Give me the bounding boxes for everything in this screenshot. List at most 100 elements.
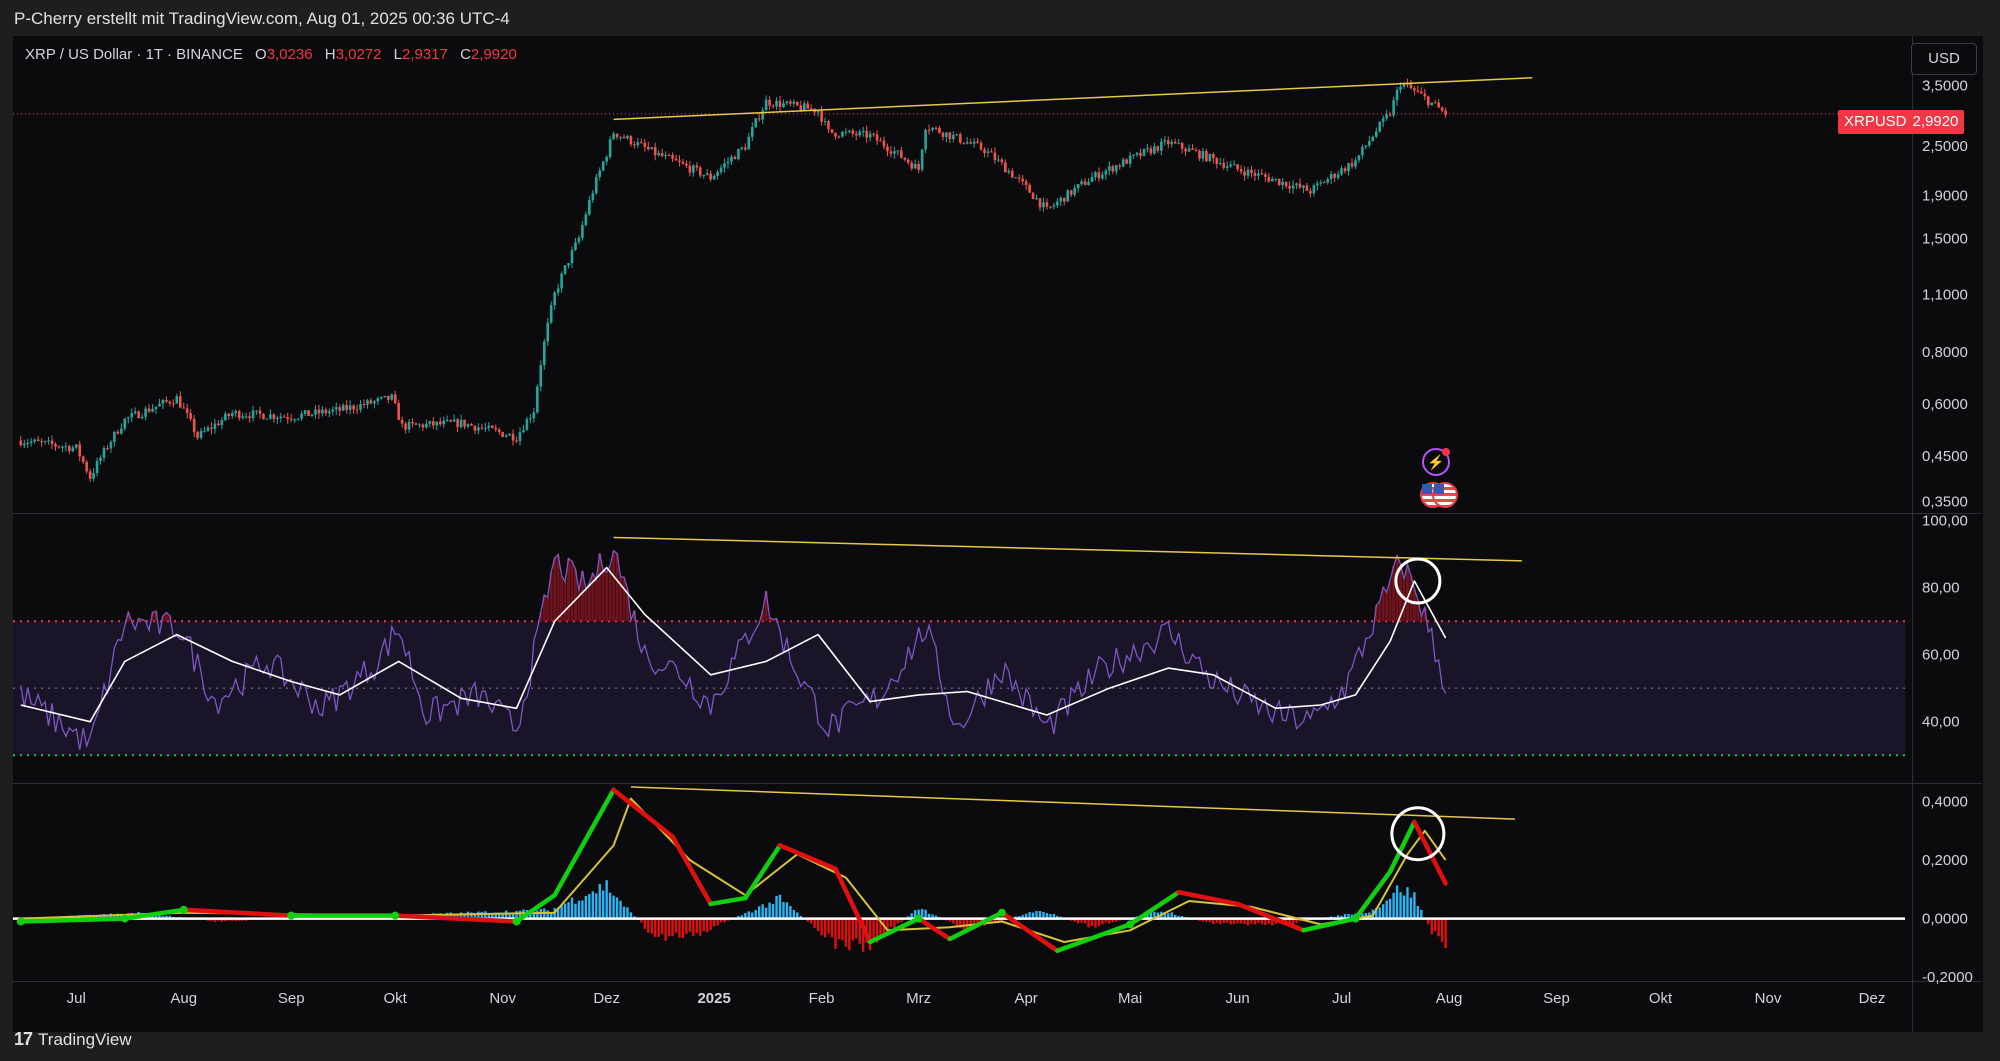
- macd-histogram-bar: [969, 918, 972, 928]
- macd-histogram-bar: [224, 918, 227, 922]
- chart-frame[interactable]: [13, 36, 1983, 1032]
- candle-body: [865, 130, 868, 138]
- candle-body: [522, 430, 525, 433]
- macd-histogram-bar: [806, 918, 809, 922]
- candle-body: [518, 432, 522, 442]
- candle-body: [924, 129, 927, 150]
- candle-body: [237, 411, 241, 418]
- candle-body: [168, 401, 172, 404]
- macd-line-segment: [833, 866, 873, 945]
- candle-body: [130, 413, 134, 418]
- macd-histogram-bar: [577, 900, 581, 919]
- candle-body: [1042, 202, 1045, 208]
- candle-body: [913, 163, 917, 169]
- candle-body: [1153, 146, 1156, 154]
- macd-histogram-bar: [744, 913, 747, 919]
- candle-body: [414, 423, 418, 425]
- macd-histogram-bar: [1174, 915, 1177, 919]
- macd-histogram-bar: [602, 890, 605, 919]
- rsi-trendline: [613, 536, 1522, 562]
- macd-histogram-bar: [168, 915, 172, 919]
- macd-histogram-bar: [1056, 915, 1059, 919]
- candle-body: [140, 416, 144, 419]
- macd-histogram-bar: [1080, 918, 1083, 924]
- lightning-icon[interactable]: ⚡: [1422, 448, 1450, 476]
- candle-body: [539, 365, 543, 387]
- macd-histogram-bar: [792, 910, 796, 919]
- macd-histogram-bar: [612, 895, 615, 919]
- rsi-axis-tick-label: 100,00: [1922, 513, 1968, 530]
- candle-body: [1371, 136, 1375, 141]
- tradingview-logo[interactable]: 17 TradingView: [14, 1029, 132, 1050]
- us-flag-icon[interactable]: [1420, 482, 1458, 508]
- candle-body: [411, 421, 414, 424]
- low-value: 2,9317: [402, 46, 448, 63]
- macd-axis-tick-label: 0,0000: [1922, 911, 1968, 928]
- candle-body: [1163, 140, 1167, 142]
- candle-body: [1229, 164, 1232, 167]
- candle-body: [307, 410, 310, 416]
- candle-body: [1017, 177, 1021, 179]
- macd-histogram-bar: [1104, 918, 1108, 923]
- time-axis-tick-label: Apr: [1014, 990, 1037, 1007]
- candle-body: [1201, 151, 1205, 159]
- candle-body: [106, 448, 109, 450]
- macd-histogram-bar: [868, 918, 872, 950]
- candle-body: [404, 423, 407, 430]
- candle-body: [1281, 181, 1284, 186]
- candle-body: [334, 407, 338, 410]
- candle-body: [33, 439, 36, 442]
- candle-body: [1257, 173, 1260, 176]
- candle-body: [1385, 114, 1388, 119]
- candle-body: [425, 423, 428, 428]
- candle-body: [702, 175, 706, 177]
- alert-dot: [1442, 448, 1450, 456]
- price-tag-symbol: XRPUSD: [1844, 113, 1907, 130]
- candle-body: [976, 141, 979, 143]
- macd-histogram-bar: [591, 891, 594, 919]
- symbol-legend[interactable]: XRP / US Dollar · 1T · BINANCE O3,0236 H…: [25, 46, 517, 63]
- candle-body: [126, 417, 130, 419]
- candle-body: [1329, 173, 1333, 180]
- candle-body: [740, 147, 744, 149]
- macd-histogram-bar: [546, 910, 549, 919]
- candle-body: [407, 421, 411, 430]
- macd-histogram-bar: [778, 894, 782, 919]
- macd-histogram-bar: [563, 903, 567, 919]
- macd-histogram-bar: [785, 902, 789, 919]
- currency-button[interactable]: USD: [1911, 43, 1977, 75]
- macd-histogram-bar: [886, 918, 889, 935]
- candle-body: [154, 406, 158, 409]
- candle-body: [875, 134, 879, 141]
- candle-body: [848, 130, 851, 132]
- candle-body: [1264, 174, 1267, 177]
- candle-body: [182, 407, 186, 409]
- macd-histogram-bar: [511, 913, 515, 919]
- macd-histogram-bar: [1111, 918, 1114, 923]
- candle-body: [248, 416, 251, 419]
- macd-histogram-bar: [491, 913, 494, 919]
- candle-body: [501, 432, 504, 437]
- candle-body: [646, 146, 650, 150]
- candle-body: [955, 134, 959, 136]
- candle-body: [844, 131, 848, 133]
- open-value: 3,0236: [266, 46, 313, 63]
- macd-line-segment: [708, 895, 748, 907]
- candle-body: [1399, 86, 1402, 90]
- candle-body: [324, 409, 328, 414]
- last-price-tag: XRPUSD 2,9920: [1838, 110, 1965, 134]
- candle-body: [1066, 190, 1070, 202]
- candle-body: [570, 249, 574, 264]
- price-axis-tick-label: 0,8000: [1922, 344, 1968, 361]
- event-markers[interactable]: ⚡: [1418, 448, 1468, 508]
- symbol-title[interactable]: XRP / US Dollar · 1T · BINANCE: [25, 46, 243, 63]
- candle-body: [400, 419, 404, 424]
- candle-body: [990, 151, 993, 153]
- macd-histogram-bar: [643, 918, 646, 929]
- candle-body: [889, 151, 893, 154]
- candle-body: [712, 175, 716, 180]
- macd-histogram-bar: [501, 913, 504, 919]
- macd-histogram-bar: [1087, 918, 1090, 928]
- candle-body: [376, 398, 380, 402]
